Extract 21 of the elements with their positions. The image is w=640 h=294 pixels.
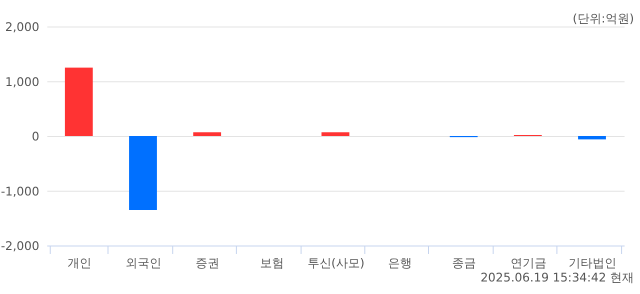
bar [321,132,350,136]
y-tick-label: 2,000 [5,20,40,34]
x-tick-label: 개인 [67,256,92,270]
text: 2025.06.19 15:34:42 현재 [480,270,634,284]
x-tick-label: 은행 [388,256,412,270]
x-tick-label: 연기금 [510,256,546,270]
x-tick-label: 외국인 [125,256,162,270]
y-tick-label: 0 [32,130,40,144]
x-tick-label: 종금 [452,256,476,270]
x-tick-label: 보험 [260,256,284,270]
y-tick-label: -1,000 [0,184,40,198]
text: (단위:억원) [572,12,634,26]
y-tick-label: -2,000 [0,239,40,254]
x-tick-label: 증권 [196,256,220,270]
bar [578,136,606,140]
x-tick-label: 기타법인 [568,256,616,270]
bar [129,136,157,210]
x-tick-label: 투신(사모) [307,256,365,270]
bar [193,132,222,136]
bar [64,68,93,136]
y-tick-label: 1,000 [5,74,40,89]
